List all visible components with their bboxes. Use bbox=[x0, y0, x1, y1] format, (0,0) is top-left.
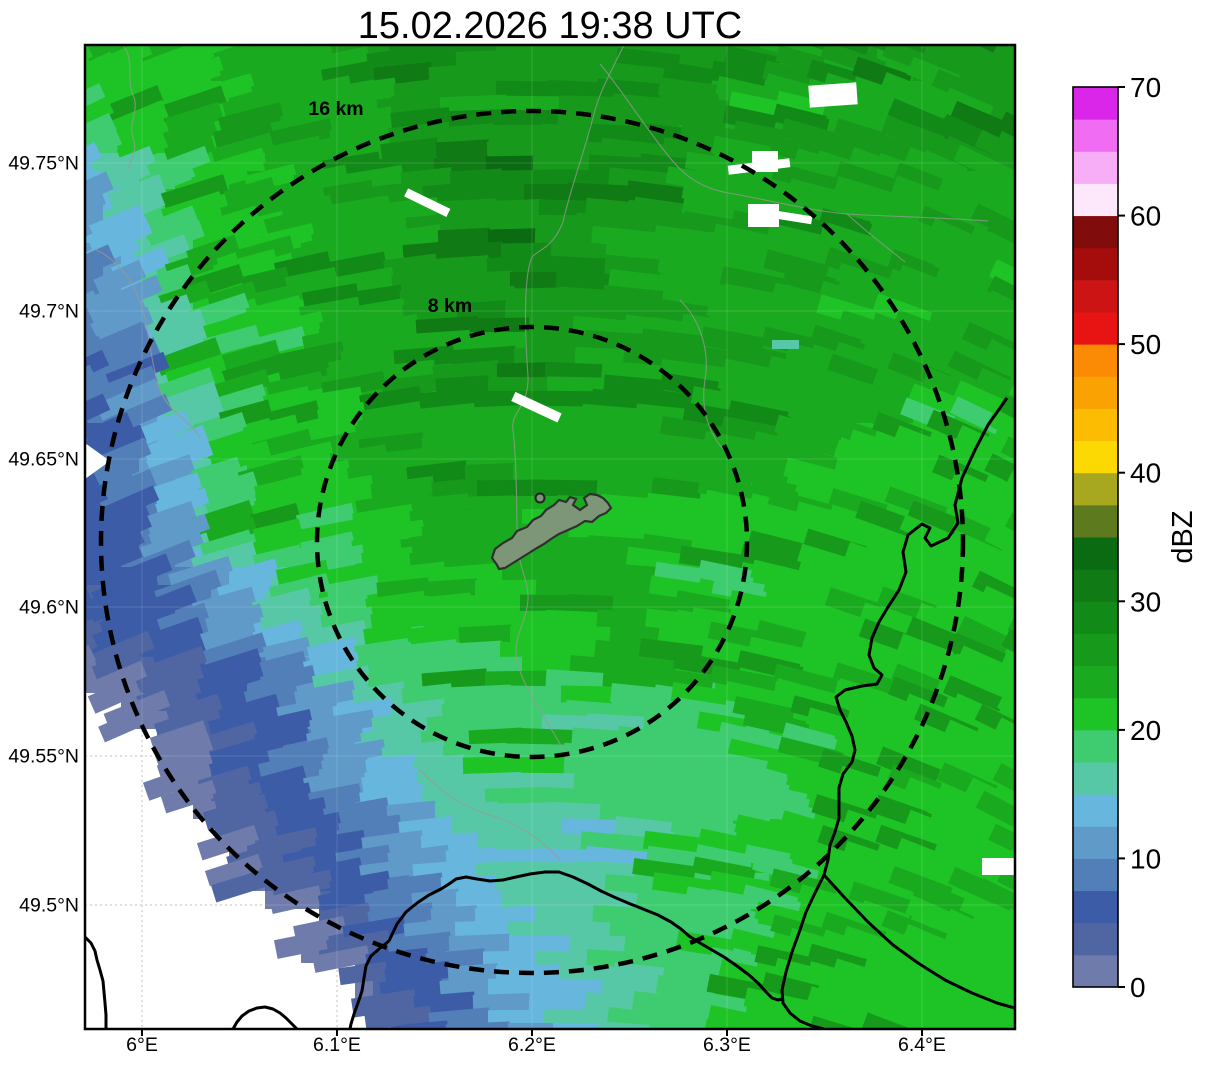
svg-text:15.02.2026 19:38 UTC: 15.02.2026 19:38 UTC bbox=[358, 5, 743, 47]
svg-text:49.55°N: 49.55°N bbox=[8, 746, 79, 768]
svg-text:8 km: 8 km bbox=[428, 295, 472, 317]
svg-text:49.6°N: 49.6°N bbox=[19, 597, 79, 619]
svg-text:60: 60 bbox=[1130, 201, 1161, 232]
svg-text:16 km: 16 km bbox=[308, 98, 363, 120]
svg-text:6.1°E: 6.1°E bbox=[313, 1034, 361, 1056]
svg-text:49.75°N: 49.75°N bbox=[8, 153, 79, 175]
svg-text:dBZ: dBZ bbox=[1167, 510, 1199, 563]
svg-text:40: 40 bbox=[1130, 458, 1161, 489]
svg-text:20: 20 bbox=[1130, 715, 1161, 746]
svg-text:6.3°E: 6.3°E bbox=[703, 1034, 751, 1056]
svg-text:6.2°E: 6.2°E bbox=[508, 1034, 556, 1056]
svg-text:10: 10 bbox=[1130, 843, 1161, 874]
svg-text:49.7°N: 49.7°N bbox=[19, 301, 79, 323]
svg-text:49.5°N: 49.5°N bbox=[19, 895, 79, 917]
svg-text:49.65°N: 49.65°N bbox=[8, 449, 79, 471]
svg-text:0: 0 bbox=[1130, 972, 1146, 1003]
svg-text:6.4°E: 6.4°E bbox=[898, 1034, 946, 1056]
svg-text:30: 30 bbox=[1130, 586, 1161, 617]
svg-text:50: 50 bbox=[1130, 329, 1161, 360]
svg-text:6°E: 6°E bbox=[126, 1034, 158, 1056]
svg-text:70: 70 bbox=[1130, 72, 1161, 103]
